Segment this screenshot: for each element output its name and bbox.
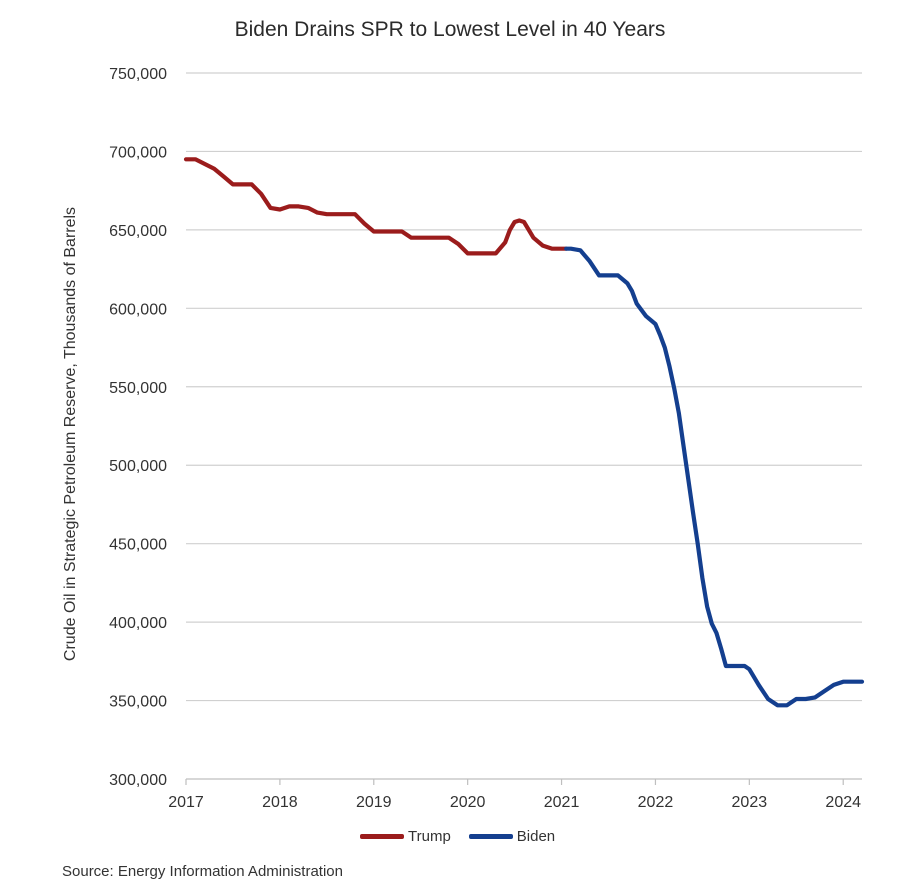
- x-tick-label: 2023: [732, 794, 768, 811]
- legend: Trump Biden: [360, 828, 573, 845]
- x-tick-label: 2018: [262, 794, 298, 811]
- series-line-biden: [564, 246, 865, 708]
- x-tick-label: 2024: [825, 794, 861, 811]
- legend-label-biden: Biden: [516, 828, 556, 845]
- y-tick-label: 350,000: [109, 694, 167, 711]
- y-tick-labels: 300,000 350,000 400,000 450,000 500,000 550,0…: [109, 66, 167, 789]
- series-line-trump: [183, 157, 569, 256]
- y-tick-label: 600,000: [109, 301, 167, 318]
- x-tick-label: 2020: [450, 794, 486, 811]
- y-axis-label: Crude Oil in Strategic Petroleum Reserve…: [62, 206, 79, 662]
- x-tick-label: 2022: [638, 794, 674, 811]
- y-tick-label: 450,000: [109, 537, 167, 554]
- legend-label-trump: Trump: [408, 828, 451, 845]
- y-tick-label: 300,000: [109, 772, 167, 789]
- y-tick-label: 650,000: [109, 223, 167, 240]
- gridlines: [186, 72, 862, 780]
- x-axis: 2017 2018 2019 2020 2021 2022 2023 2024: [168, 779, 861, 811]
- legend-item-trump: Trump: [360, 828, 451, 845]
- y-tick-label: 750,000: [109, 66, 167, 83]
- y-tick-label: 500,000: [109, 458, 167, 475]
- legend-swatch-trump: [360, 834, 404, 839]
- series-lines: [183, 157, 865, 708]
- source-note: Source: Energy Information Administratio…: [62, 863, 343, 880]
- y-tick-label: 700,000: [109, 144, 167, 161]
- chart-title: Biden Drains SPR to Lowest Level in 40 Y…: [234, 18, 666, 41]
- legend-swatch-biden: [468, 834, 513, 839]
- y-tick-label: 400,000: [109, 615, 167, 632]
- legend-item-biden: Biden: [468, 828, 556, 845]
- x-tick-label: 2019: [356, 794, 392, 811]
- x-tick-label: 2021: [544, 794, 580, 811]
- y-tick-label: 550,000: [109, 380, 167, 397]
- x-tick-label: 2017: [168, 794, 204, 811]
